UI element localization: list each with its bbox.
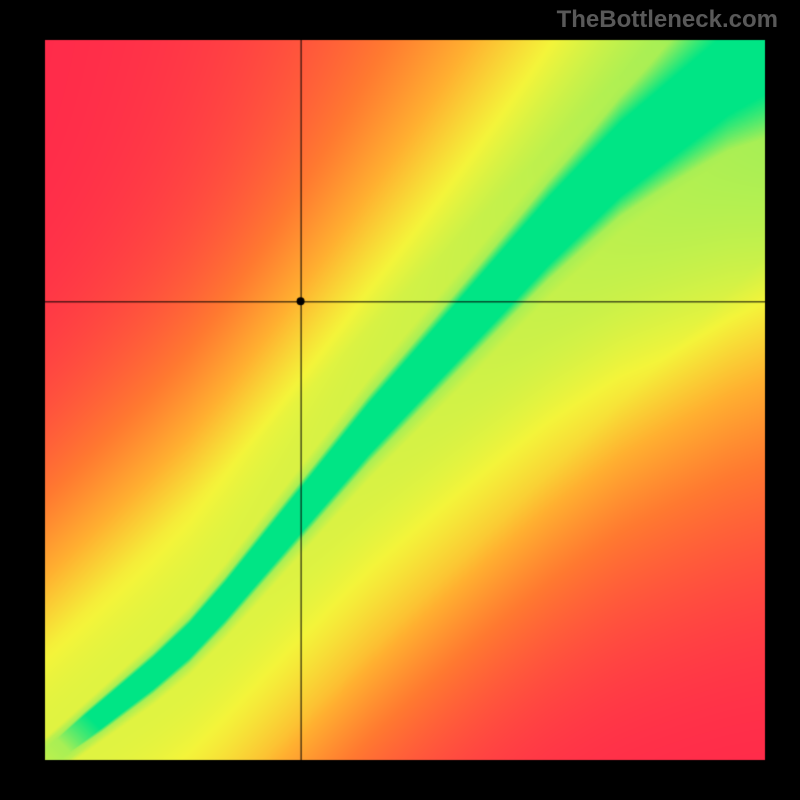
bottleneck-heatmap — [0, 0, 800, 800]
chart-container: TheBottleneck.com — [0, 0, 800, 800]
watermark-text: TheBottleneck.com — [557, 6, 778, 34]
